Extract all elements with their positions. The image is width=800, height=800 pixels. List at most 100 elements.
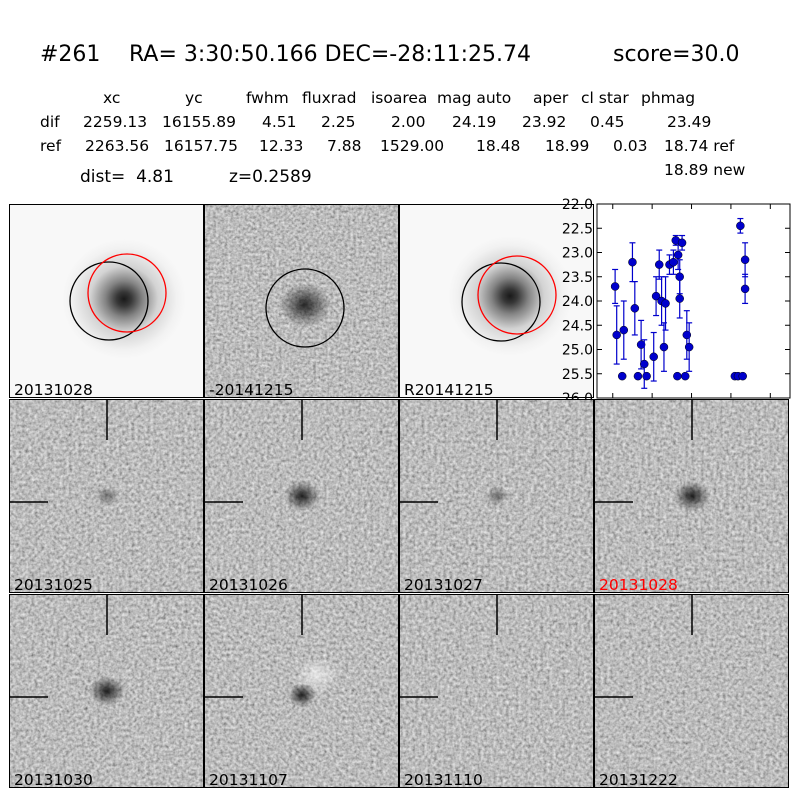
data-point bbox=[665, 260, 674, 269]
panel-date-label: 20131222 bbox=[599, 771, 678, 788]
panel-date-label: 20131030 bbox=[14, 771, 93, 788]
cell-xc: 2263.56 bbox=[85, 137, 150, 155]
col-header-xc: xc bbox=[103, 89, 121, 107]
cell-fluxrad: 2.25 bbox=[321, 113, 356, 131]
data-point bbox=[628, 257, 637, 267]
stamp-panel: 20131027 bbox=[399, 399, 594, 593]
stamp-panel: 20131222 bbox=[594, 594, 789, 788]
data-point bbox=[733, 371, 743, 381]
panel-date-label: 20131027 bbox=[404, 576, 483, 593]
ref-aperture-circle bbox=[461, 262, 541, 342]
cell-isoarea: 2.00 bbox=[391, 113, 426, 131]
cell-phmag: 23.49 bbox=[667, 113, 712, 131]
panel-date-label: 20131025 bbox=[14, 576, 93, 593]
data-point bbox=[651, 291, 661, 301]
cell-fluxrad: 7.88 bbox=[327, 137, 362, 155]
stamp-image bbox=[205, 400, 398, 592]
data-point bbox=[661, 299, 670, 308]
col-header-phmag: phmag bbox=[641, 89, 696, 107]
data-point bbox=[659, 342, 669, 352]
col-header-mag-auto: mag auto bbox=[437, 89, 512, 107]
cell-mag-auto: 24.19 bbox=[452, 113, 497, 131]
stamp-image bbox=[205, 595, 398, 787]
cell-fwhm: 4.51 bbox=[262, 113, 297, 131]
data-point bbox=[684, 342, 694, 352]
ref-aperture-circle bbox=[69, 261, 149, 341]
data-point bbox=[671, 236, 681, 245]
image-panel-difference: -20141215 bbox=[204, 204, 399, 398]
data-point bbox=[654, 260, 664, 269]
data-point bbox=[675, 272, 684, 281]
data-point bbox=[677, 238, 687, 248]
galaxy-image bbox=[10, 205, 203, 397]
col-header-aper: aper bbox=[533, 89, 569, 107]
stamp-panel: 20131026 bbox=[204, 399, 399, 593]
data-point bbox=[610, 282, 620, 291]
data-point bbox=[619, 325, 629, 335]
stamp-image bbox=[10, 595, 203, 787]
data-point bbox=[740, 284, 750, 294]
panel-date-label: 20131107 bbox=[209, 771, 288, 788]
cell-cl-star: 0.45 bbox=[590, 113, 625, 131]
redshift-label: z=0.2589 bbox=[229, 167, 312, 187]
col-header-yc: yc bbox=[185, 89, 203, 107]
cell-yc: 16157.75 bbox=[164, 137, 238, 155]
image-panel-reference: R20141215 bbox=[399, 204, 594, 398]
data-point bbox=[680, 371, 690, 381]
cell-yc: 16155.89 bbox=[162, 113, 236, 131]
data-point bbox=[617, 371, 627, 381]
cell-xc: 2259.13 bbox=[83, 113, 148, 131]
panel-date-label: 20131028 bbox=[14, 381, 93, 398]
ra-dec-coordinates: RA= 3:30:50.166 DEC=-28:11:25.74 bbox=[129, 42, 532, 67]
col-header-fluxrad: fluxrad bbox=[302, 89, 357, 107]
panel-date-label: -20141215 bbox=[209, 381, 294, 398]
col-header-fwhm: fwhm bbox=[246, 89, 289, 107]
data-point bbox=[738, 371, 747, 381]
panel-date-label: 20131110 bbox=[404, 771, 483, 788]
data-point bbox=[736, 221, 745, 231]
stamp-panel: 20131028 bbox=[594, 399, 789, 593]
data-point bbox=[633, 371, 643, 381]
stamp-image bbox=[400, 400, 593, 592]
data-point bbox=[740, 255, 750, 265]
data-point bbox=[657, 296, 666, 306]
data-point bbox=[636, 340, 646, 349]
stamp-image bbox=[595, 595, 788, 787]
data-point bbox=[612, 330, 621, 340]
phmag-new-value: 18.89 new bbox=[664, 161, 746, 179]
data-point bbox=[640, 359, 649, 369]
image-panel-new: 20131028 bbox=[9, 204, 204, 398]
panel-date-label: R20141215 bbox=[404, 381, 494, 398]
cell-fwhm: 12.33 bbox=[259, 137, 304, 155]
data-point bbox=[730, 371, 740, 381]
data-point bbox=[673, 371, 682, 381]
stamp-panel: 20131025 bbox=[9, 399, 204, 593]
dif-aperture-circle bbox=[87, 253, 167, 333]
dif-aperture-circle bbox=[477, 255, 557, 335]
galaxy-image bbox=[400, 205, 593, 397]
data-point bbox=[675, 294, 684, 303]
col-header-cl-star: cl star bbox=[581, 89, 629, 107]
data-point bbox=[669, 257, 678, 267]
difference-image bbox=[205, 205, 398, 397]
data-point bbox=[649, 352, 658, 362]
cell-isoarea: 1529.00 bbox=[380, 137, 445, 155]
cell-phmag: 18.74 ref bbox=[664, 137, 735, 155]
aperture-circle bbox=[265, 268, 345, 348]
panel-date-label: 20131026 bbox=[209, 576, 288, 593]
stamp-panel: 20131110 bbox=[399, 594, 594, 788]
data-point bbox=[642, 371, 651, 381]
stamp-image bbox=[595, 400, 788, 592]
data-point bbox=[673, 250, 683, 260]
col-header-isoarea: isoarea bbox=[371, 89, 428, 107]
data-point bbox=[682, 330, 692, 340]
stamp-panel: 20131107 bbox=[204, 594, 399, 788]
cell-aper: 18.99 bbox=[545, 137, 590, 155]
row-label: ref bbox=[40, 137, 62, 155]
plot-frame bbox=[596, 203, 791, 399]
row-label: dif bbox=[40, 113, 60, 131]
cell-aper: 23.92 bbox=[522, 113, 567, 131]
distance-label: dist= 4.81 bbox=[80, 167, 174, 187]
stamp-panel: 20131030 bbox=[9, 594, 204, 788]
stamp-image bbox=[400, 595, 593, 787]
